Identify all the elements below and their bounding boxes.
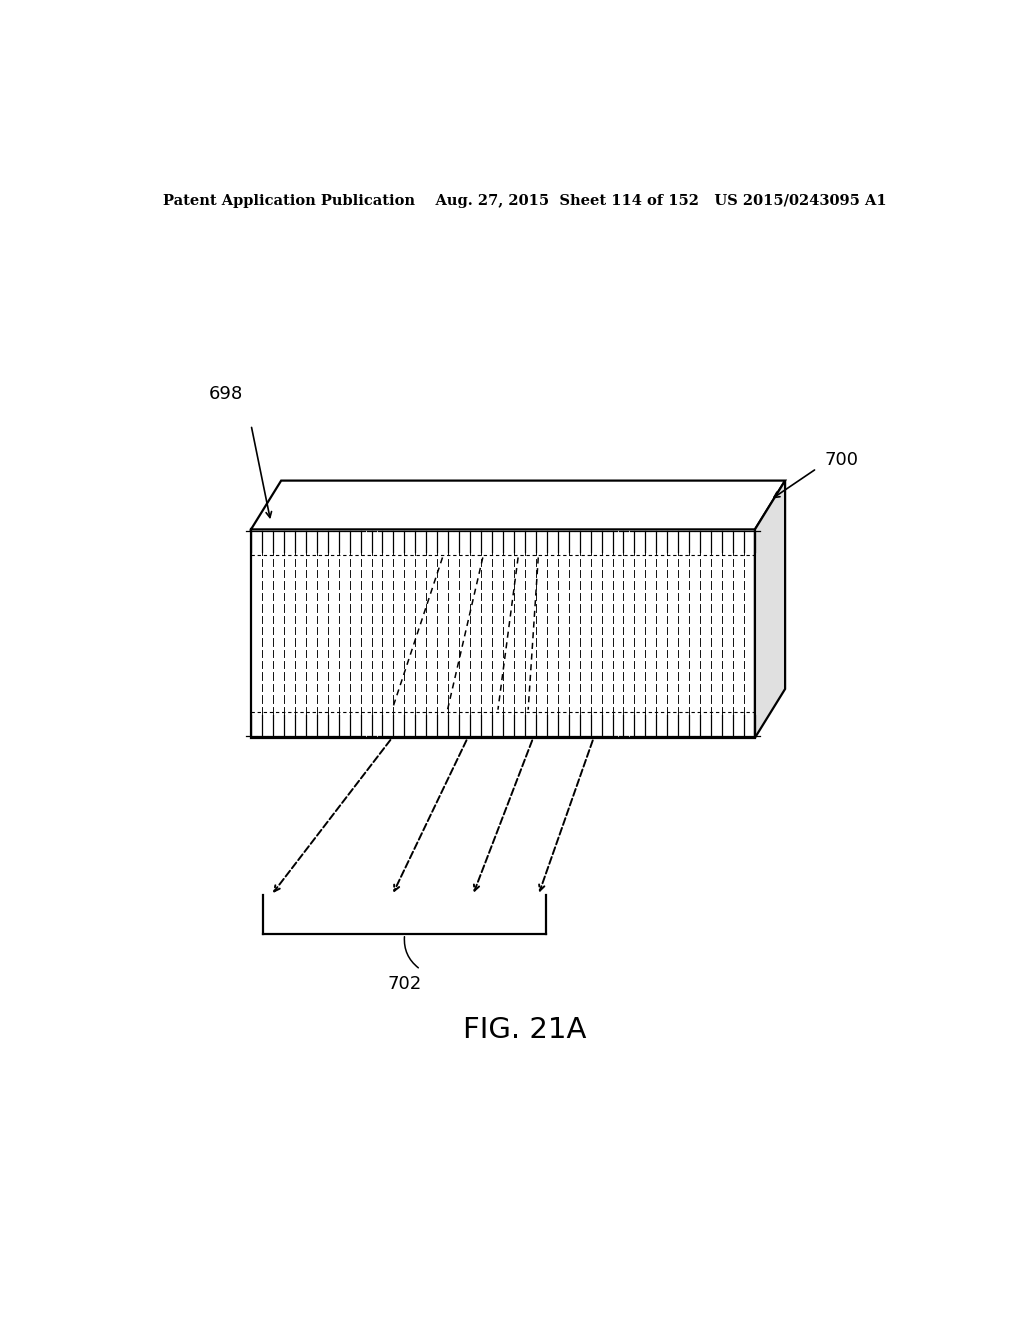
Text: 698: 698 — [209, 385, 243, 403]
Text: FIG. 21A: FIG. 21A — [463, 1016, 587, 1044]
Text: 700: 700 — [824, 451, 859, 470]
Text: 702: 702 — [387, 974, 422, 993]
Polygon shape — [251, 480, 785, 529]
Bar — [251, 529, 755, 738]
Text: Patent Application Publication    Aug. 27, 2015  Sheet 114 of 152   US 2015/0243: Patent Application Publication Aug. 27, … — [163, 194, 887, 209]
Polygon shape — [755, 480, 785, 738]
